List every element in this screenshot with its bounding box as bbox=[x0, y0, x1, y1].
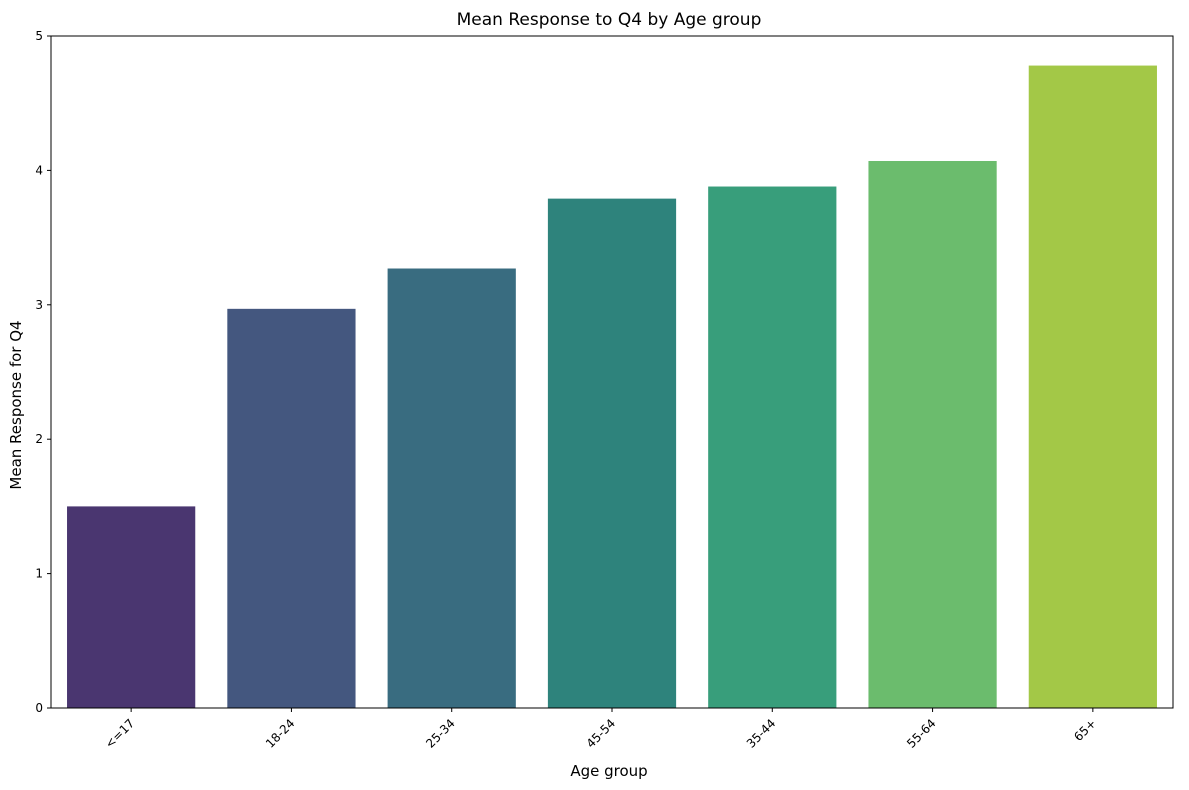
y-tick-label: 1 bbox=[35, 567, 43, 581]
y-tick-label: 0 bbox=[35, 701, 43, 715]
bar-6 bbox=[1028, 65, 1157, 709]
y-axis-ticks: 0 1 2 3 4 5 bbox=[35, 29, 51, 715]
bar-2 bbox=[387, 268, 516, 708]
x-tick-label: 18-24 bbox=[263, 716, 298, 751]
bar-4 bbox=[708, 186, 837, 708]
y-tick-label: 3 bbox=[35, 298, 43, 312]
x-axis-label: Age group bbox=[570, 762, 647, 780]
bar-5 bbox=[868, 160, 997, 708]
bars bbox=[67, 65, 1157, 709]
x-tick-label: 55-64 bbox=[904, 716, 939, 751]
x-tick-label: <=17 bbox=[102, 716, 137, 751]
y-tick-label: 4 bbox=[35, 163, 43, 177]
x-tick-label: 25-34 bbox=[423, 716, 458, 751]
y-axis-label: Mean Response for Q4 bbox=[7, 320, 25, 489]
bar-0 bbox=[67, 506, 196, 708]
bar-3 bbox=[547, 198, 677, 708]
x-axis-ticks: <=17 18-24 25-34 45-54 35-44 55-64 65+ bbox=[102, 708, 1099, 751]
chart-title: Mean Response to Q4 by Age group bbox=[457, 10, 762, 30]
y-tick-label: 2 bbox=[35, 432, 43, 446]
y-tick-label: 5 bbox=[35, 29, 43, 43]
x-tick-label: 65+ bbox=[1071, 716, 1099, 744]
bar-1 bbox=[227, 308, 356, 708]
x-tick-label: 45-54 bbox=[584, 716, 619, 751]
x-tick-label: 35-44 bbox=[744, 716, 779, 751]
